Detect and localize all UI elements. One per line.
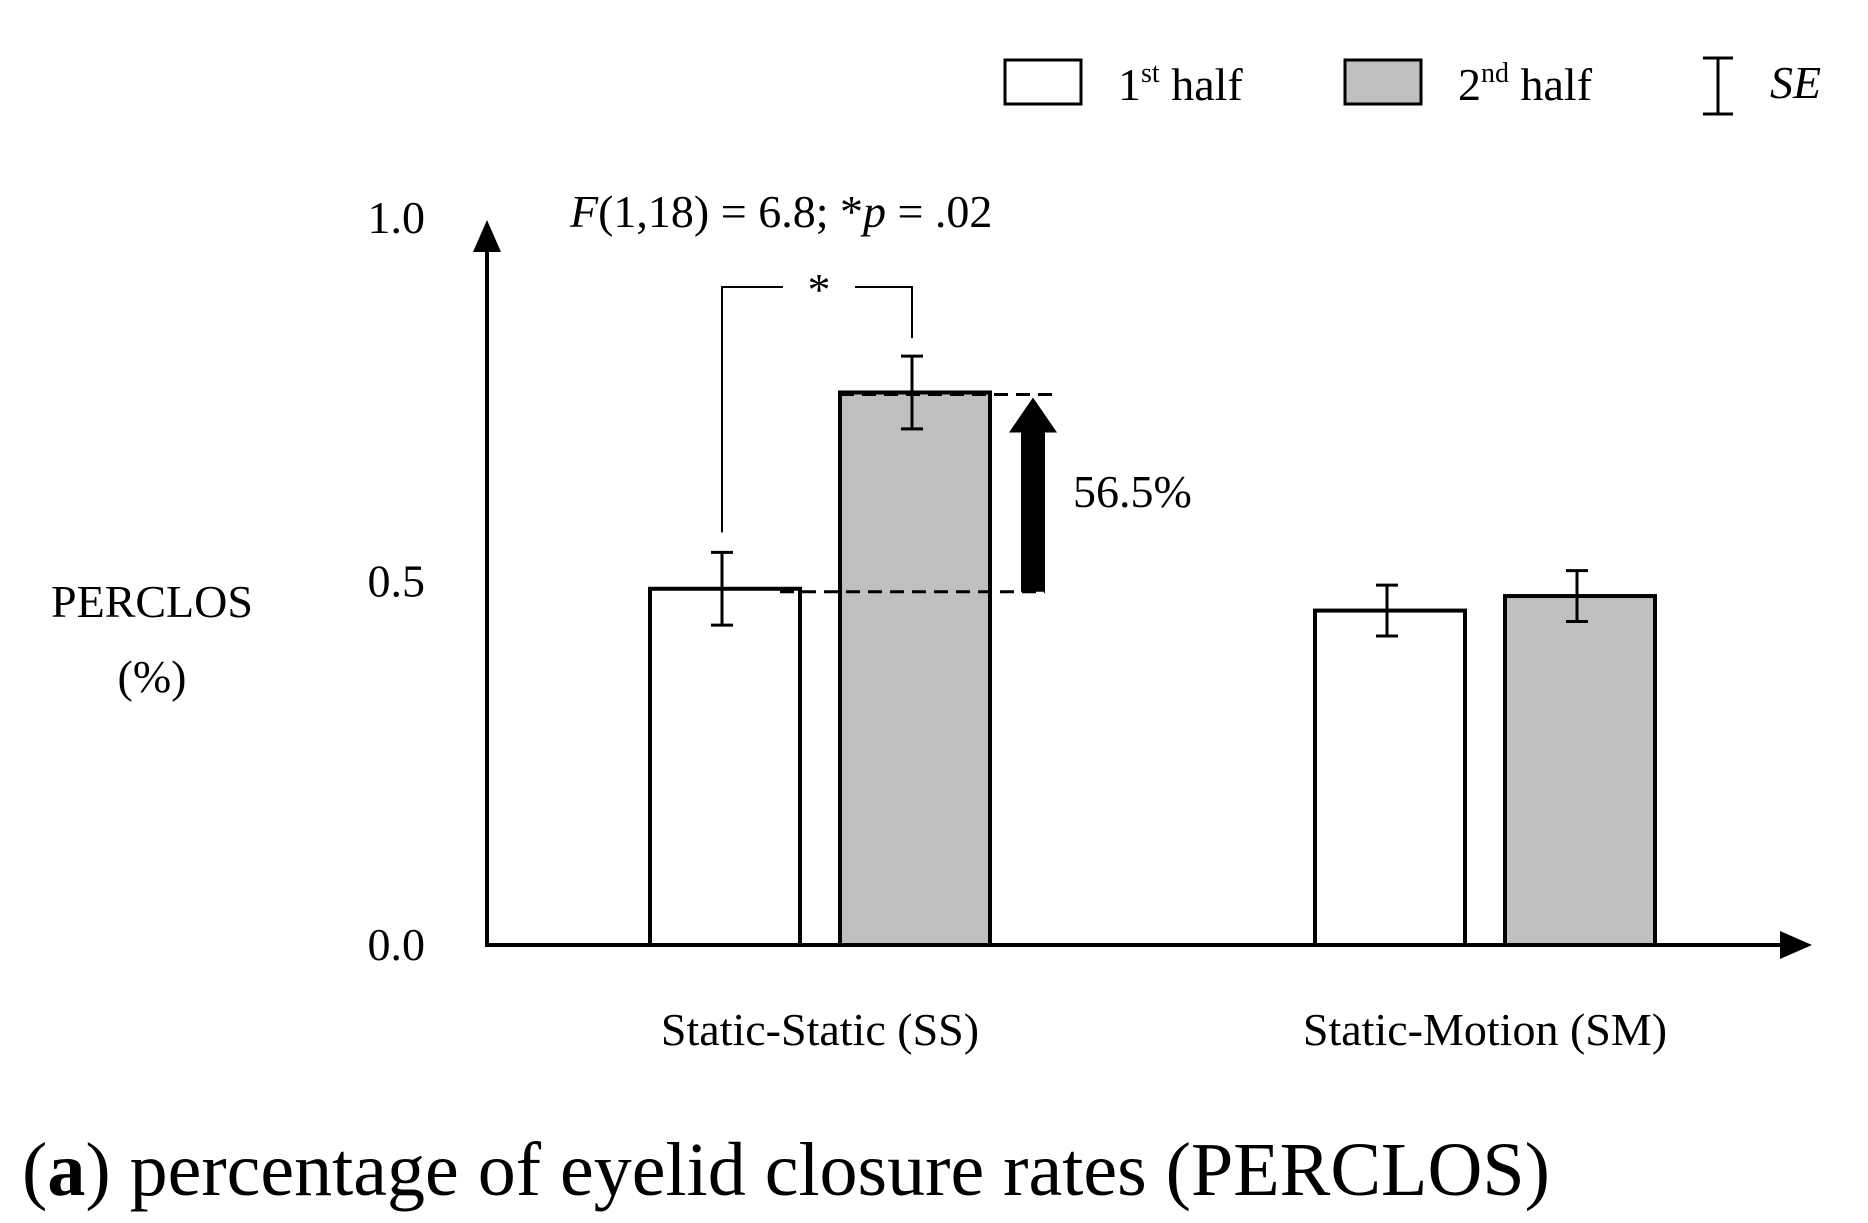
error-bar [901,354,923,431]
bar-1st-half-sm [1313,608,1467,948]
bar-2nd-half-sm [1503,594,1657,947]
category-label: Static-Motion (SM) [1303,1004,1667,1055]
axes [473,220,1812,959]
category-labels: Static-Static (SS) Static-Motion (SM) [661,1004,1667,1055]
y-tick-label: 0.0 [368,919,426,970]
legend-swatch-2nd-half [1343,58,1423,106]
y-tick-label: 0.5 [368,556,426,607]
y-axis-arrow [473,220,501,252]
increase-label: 56.5% [1073,466,1192,517]
legend: 1st half 2nd half SE [1003,56,1821,116]
error-bar [1376,583,1398,638]
legend-se-icon [1703,56,1733,116]
error-bars [711,354,1588,638]
x-axis-arrow [1780,931,1812,959]
bracket-right-arm [855,286,913,339]
y-axis-label-line2: (%) [118,651,187,702]
significance-mark: * [808,264,831,315]
significance-bracket: * [721,264,913,533]
stat-annotation: F(1,18) = 6.8; *p = .02 [569,186,992,237]
y-tick-label: 1.0 [368,192,426,243]
legend-swatch-1st-half [1003,58,1083,106]
category-label: Static-Static (SS) [661,1004,979,1055]
figure-caption: (a) percentage of eyelid closure rates (… [22,1128,1550,1212]
y-axis-label-line1: PERCLOS [51,576,253,627]
error-bar [1566,569,1588,623]
error-bar [711,550,733,627]
increase-indicator: 56.5% [780,392,1192,594]
legend-label-2nd-half: 2nd half [1458,58,1593,110]
bars [648,390,1657,948]
bracket-left-arm [721,286,783,533]
bar-2nd-half-ss [838,390,992,948]
legend-label-se: SE [1770,57,1821,108]
bar-1st-half-ss [648,586,802,948]
increase-arrow [1009,397,1057,592]
legend-label-1st-half: 1st half [1118,58,1243,110]
y-tick-labels: 0.0 0.5 1.0 [368,192,426,970]
